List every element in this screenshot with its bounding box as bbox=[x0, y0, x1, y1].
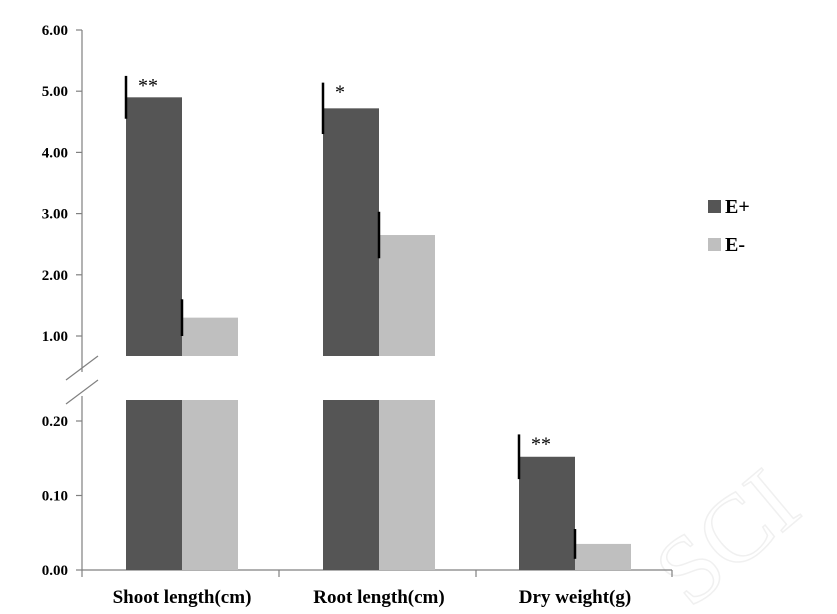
y-tick-label: 2.00 bbox=[42, 268, 68, 284]
bar bbox=[519, 456, 575, 570]
bar bbox=[323, 400, 379, 570]
axis-break-mark bbox=[65, 355, 99, 381]
legend-swatch bbox=[708, 200, 721, 213]
y-tick-label: 6.00 bbox=[42, 23, 68, 39]
significance-label: ** bbox=[138, 75, 158, 97]
legend-label: E- bbox=[725, 234, 745, 256]
bar bbox=[182, 400, 238, 570]
significance-label: ** bbox=[531, 433, 551, 455]
x-tick-label: Root length(cm) bbox=[313, 587, 444, 608]
bar bbox=[575, 543, 631, 570]
legend: E+ E- bbox=[708, 196, 750, 256]
bar bbox=[126, 400, 182, 570]
bar bbox=[323, 108, 379, 356]
bar bbox=[379, 235, 435, 356]
y-tick-label: 5.00 bbox=[42, 84, 68, 100]
bar bbox=[379, 400, 435, 570]
y-tick-label: 0.00 bbox=[42, 563, 68, 579]
axis-break-mark bbox=[65, 379, 99, 405]
y-tick-label: 0.10 bbox=[42, 489, 68, 505]
significance-label: * bbox=[335, 82, 345, 104]
y-tick-label: 1.00 bbox=[42, 329, 68, 345]
x-tick-label: Dry weight(g) bbox=[519, 587, 631, 608]
labels: 1.00 2.00 3.00 4.00 5.00 6.00 0.00 0.10 0.20 ** Sh… bbox=[42, 23, 631, 608]
y-tick-label: 0.20 bbox=[42, 414, 68, 430]
x-tick-label: Shoot length(cm) bbox=[113, 587, 252, 608]
legend-swatch bbox=[708, 238, 721, 251]
bars bbox=[124, 75, 631, 570]
svg-text:SCI: SCI bbox=[635, 448, 818, 614]
y-tick-label: 4.00 bbox=[42, 145, 68, 161]
watermark: SCI bbox=[634, 447, 819, 614]
bar bbox=[182, 317, 238, 356]
bar bbox=[126, 97, 182, 356]
y-tick-label: 3.00 bbox=[42, 207, 68, 223]
legend-label: E+ bbox=[725, 196, 750, 218]
